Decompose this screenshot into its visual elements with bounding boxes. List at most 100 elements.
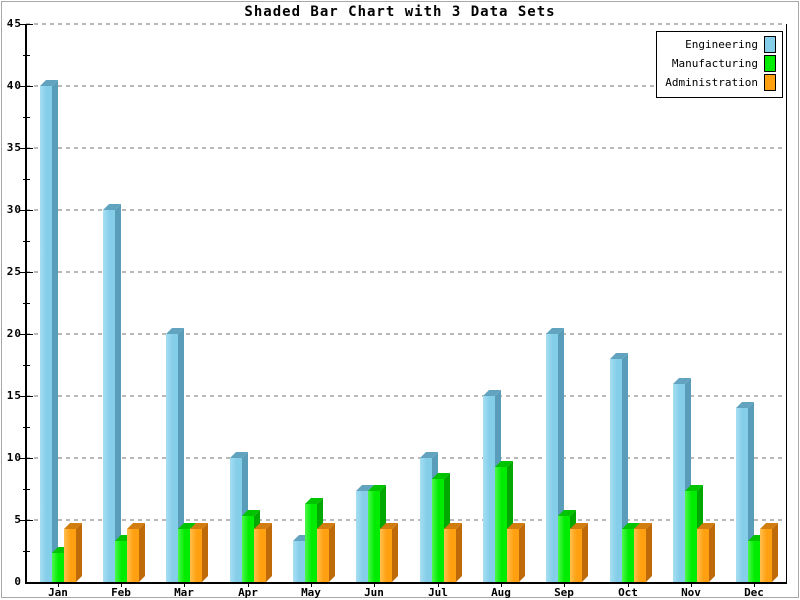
bar-engineering-sep [546,334,558,582]
legend-label: Engineering [685,38,758,51]
x-category-label-may: May [301,586,321,599]
bar-side-administration-apr [266,523,272,582]
bar-engineering-feb [103,210,115,582]
x-tick-mar [184,583,185,587]
bar-side-administration-mar [202,523,208,582]
legend: Engineering Manufacturing Administration [656,31,783,98]
bar-manufacturing-sep [558,516,570,582]
x-tick-sep [564,583,565,587]
legend-swatch-engineering [764,36,776,53]
x-tick-aug [501,583,502,587]
bar-manufacturing-feb [115,541,127,582]
bar-administration-sep [570,529,582,582]
bar-side-administration-jan [76,523,82,582]
bar-manufacturing-jul [432,479,444,582]
x-tick-dec [754,583,755,587]
bar-administration-oct [634,529,646,582]
y-tick-label-10: 10 [6,451,22,464]
x-category-label-mar: Mar [174,586,194,599]
y-axis-line [25,24,27,584]
bar-administration-jul [444,529,456,582]
x-tick-jun [374,583,375,587]
x-category-label-apr: Apr [238,586,258,599]
bar-side-engineering-jan [52,80,58,582]
bar-engineering-aug [483,396,495,582]
bar-engineering-jul [420,458,432,582]
x-category-label-oct: Oct [618,586,638,599]
y-tick-label-45: 45 [6,17,22,30]
bar-manufacturing-jan [52,553,64,582]
x-category-label-aug: Aug [491,586,511,599]
bar-side-administration-feb [139,523,145,582]
bar-manufacturing-dec [748,541,760,582]
chart-title: Shaded Bar Chart with 3 Data Sets [244,4,556,20]
gridline-25 [26,271,786,273]
y-tick-label-40: 40 [6,79,22,92]
bar-manufacturing-may [305,504,317,582]
bar-administration-feb [127,529,139,582]
gridline-20 [26,333,786,335]
x-tick-jul [438,583,439,587]
bar-administration-dec [760,529,772,582]
x-category-label-jun: Jun [364,586,384,599]
x-tick-oct [628,583,629,587]
bar-side-administration-aug [519,523,525,582]
legend-row-engineering: Engineering [665,35,776,54]
bar-manufacturing-oct [622,529,634,582]
bar-administration-jan [64,529,76,582]
y-tick-label-15: 15 [6,389,22,402]
bar-side-administration-jul [456,523,462,582]
bar-side-engineering-feb [115,204,121,582]
gridline-40 [26,85,786,87]
gridline-15 [26,395,786,397]
y-tick-label-25: 25 [6,265,22,278]
legend-label: Manufacturing [671,57,758,70]
gridline-5 [26,519,786,521]
bar-side-administration-sep [582,523,588,582]
bar-manufacturing-nov [685,491,697,582]
bar-engineering-jan [40,86,52,582]
bar-side-administration-dec [772,523,778,582]
bar-manufacturing-jun [368,491,380,582]
x-category-label-nov: Nov [681,586,701,599]
gridline-45 [26,23,786,25]
x-category-label-sep: Sep [554,586,574,599]
gridline-35 [26,147,786,149]
bar-administration-mar [190,529,202,582]
bar-engineering-mar [166,334,178,582]
y-tick-label-5: 5 [14,513,22,526]
x-category-label-dec: Dec [744,586,764,599]
gridline-10 [26,457,786,459]
x-tick-may [311,583,312,587]
bar-side-administration-oct [646,523,652,582]
x-tick-apr [248,583,249,587]
legend-row-manufacturing: Manufacturing [665,54,776,73]
x-category-label-feb: Feb [111,586,131,599]
bar-administration-apr [254,529,266,582]
x-category-label-jul: Jul [428,586,448,599]
legend-label: Administration [665,76,758,89]
bar-administration-aug [507,529,519,582]
right-border-line [786,24,787,584]
x-tick-nov [691,583,692,587]
bar-side-administration-may [329,523,335,582]
legend-swatch-manufacturing [764,55,776,72]
y-tick-label-20: 20 [6,327,22,340]
legend-row-administration: Administration [665,73,776,92]
bar-manufacturing-mar [178,529,190,582]
bar-engineering-apr [230,458,242,582]
x-axis-line [25,582,787,584]
bar-administration-nov [697,529,709,582]
bar-engineering-oct [610,359,622,582]
gridline-30 [26,209,786,211]
bar-engineering-dec [736,408,748,582]
y-tick-label-35: 35 [6,141,22,154]
bar-manufacturing-apr [242,516,254,582]
bar-administration-may [317,529,329,582]
y-tick-label-30: 30 [6,203,22,216]
x-category-label-jan: Jan [48,586,68,599]
legend-swatch-administration [764,74,776,91]
bar-engineering-may [293,541,305,582]
